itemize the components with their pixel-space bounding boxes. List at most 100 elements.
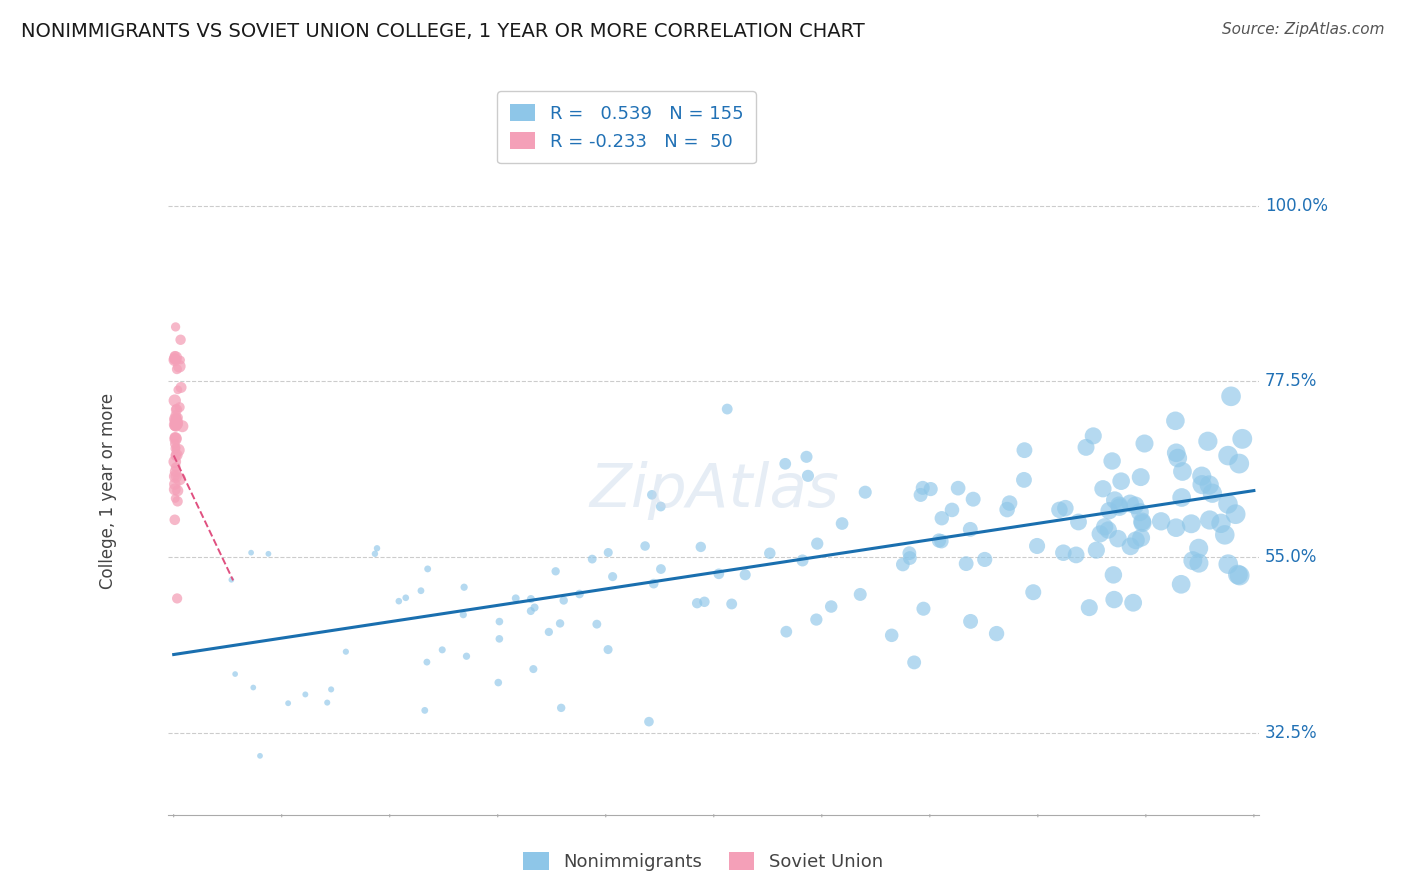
Point [598, 545, 620, 559]
Point [453, 580, 475, 594]
Point [1167, 450, 1189, 465]
Point [1108, 498, 1130, 512]
Point [1074, 441, 1097, 455]
Point [1102, 592, 1125, 607]
Text: 55.0%: 55.0% [1265, 548, 1317, 566]
Point [165, 491, 187, 506]
Point [170, 380, 193, 394]
Point [1180, 516, 1202, 531]
Text: ZipAtlas: ZipAtlas [589, 461, 839, 520]
Text: 77.5%: 77.5% [1265, 372, 1317, 391]
Point [959, 615, 981, 629]
Point [1130, 515, 1153, 529]
Point [520, 592, 543, 607]
Point [165, 419, 187, 434]
Point [163, 349, 186, 363]
Point [707, 566, 730, 581]
Point [1225, 507, 1247, 521]
Point [1098, 504, 1121, 518]
Point [163, 513, 186, 527]
Point [165, 441, 187, 455]
Point [602, 569, 624, 583]
Point [912, 601, 935, 615]
Point [1188, 541, 1211, 556]
Point [1132, 516, 1154, 530]
Point [898, 546, 921, 560]
Text: Source: ZipAtlas.com: Source: ZipAtlas.com [1222, 22, 1385, 37]
Point [169, 353, 191, 368]
Point [1094, 520, 1116, 534]
Point [1227, 457, 1250, 471]
Point [596, 642, 619, 657]
Point [1166, 446, 1188, 460]
Point [1107, 532, 1129, 546]
Point [959, 522, 981, 536]
Point [1170, 491, 1192, 505]
Point [172, 419, 194, 434]
Point [165, 417, 187, 432]
Point [775, 624, 797, 639]
Point [166, 362, 188, 376]
Point [1109, 474, 1132, 488]
Point [775, 457, 797, 471]
Point [1164, 414, 1187, 428]
Point [488, 632, 510, 646]
Point [1119, 539, 1142, 553]
Point [986, 626, 1008, 640]
Point [638, 714, 661, 729]
Point [1012, 473, 1035, 487]
Point [634, 539, 657, 553]
Point [849, 587, 872, 601]
Point [650, 562, 672, 576]
Point [166, 483, 188, 498]
Point [1104, 493, 1126, 508]
Point [941, 503, 963, 517]
Point [1164, 521, 1187, 535]
Point [413, 703, 436, 717]
Point [973, 552, 995, 566]
Point [568, 587, 591, 601]
Point [759, 546, 782, 560]
Point [1181, 554, 1204, 568]
Point [163, 352, 186, 367]
Point [1125, 533, 1147, 548]
Point [242, 681, 264, 695]
Point [1198, 513, 1220, 527]
Point [1122, 596, 1144, 610]
Point [820, 599, 842, 614]
Point [166, 383, 188, 397]
Point [1123, 499, 1146, 513]
Point [1201, 486, 1223, 500]
Point [165, 442, 187, 456]
Point [1054, 501, 1077, 516]
Point [321, 682, 343, 697]
Point [163, 351, 186, 366]
Point [1083, 429, 1105, 443]
Point [165, 465, 187, 479]
Point [898, 551, 921, 566]
Point [1188, 556, 1211, 570]
Point [167, 410, 190, 425]
Point [920, 482, 942, 496]
Point [451, 607, 474, 622]
Point [522, 662, 544, 676]
Point [931, 534, 953, 549]
Point [1049, 503, 1071, 517]
Point [165, 469, 187, 483]
Point [166, 591, 188, 606]
Point [1129, 505, 1152, 519]
Point [167, 443, 190, 458]
Point [163, 412, 186, 426]
Point [544, 564, 567, 578]
Point [1119, 496, 1142, 510]
Point [364, 547, 387, 561]
Point [537, 624, 560, 639]
Point [165, 319, 187, 334]
Point [165, 432, 187, 446]
Point [1213, 528, 1236, 542]
Point [165, 409, 187, 423]
Point [1102, 567, 1125, 582]
Point [1232, 432, 1254, 446]
Point [409, 583, 432, 598]
Point [1133, 436, 1156, 450]
